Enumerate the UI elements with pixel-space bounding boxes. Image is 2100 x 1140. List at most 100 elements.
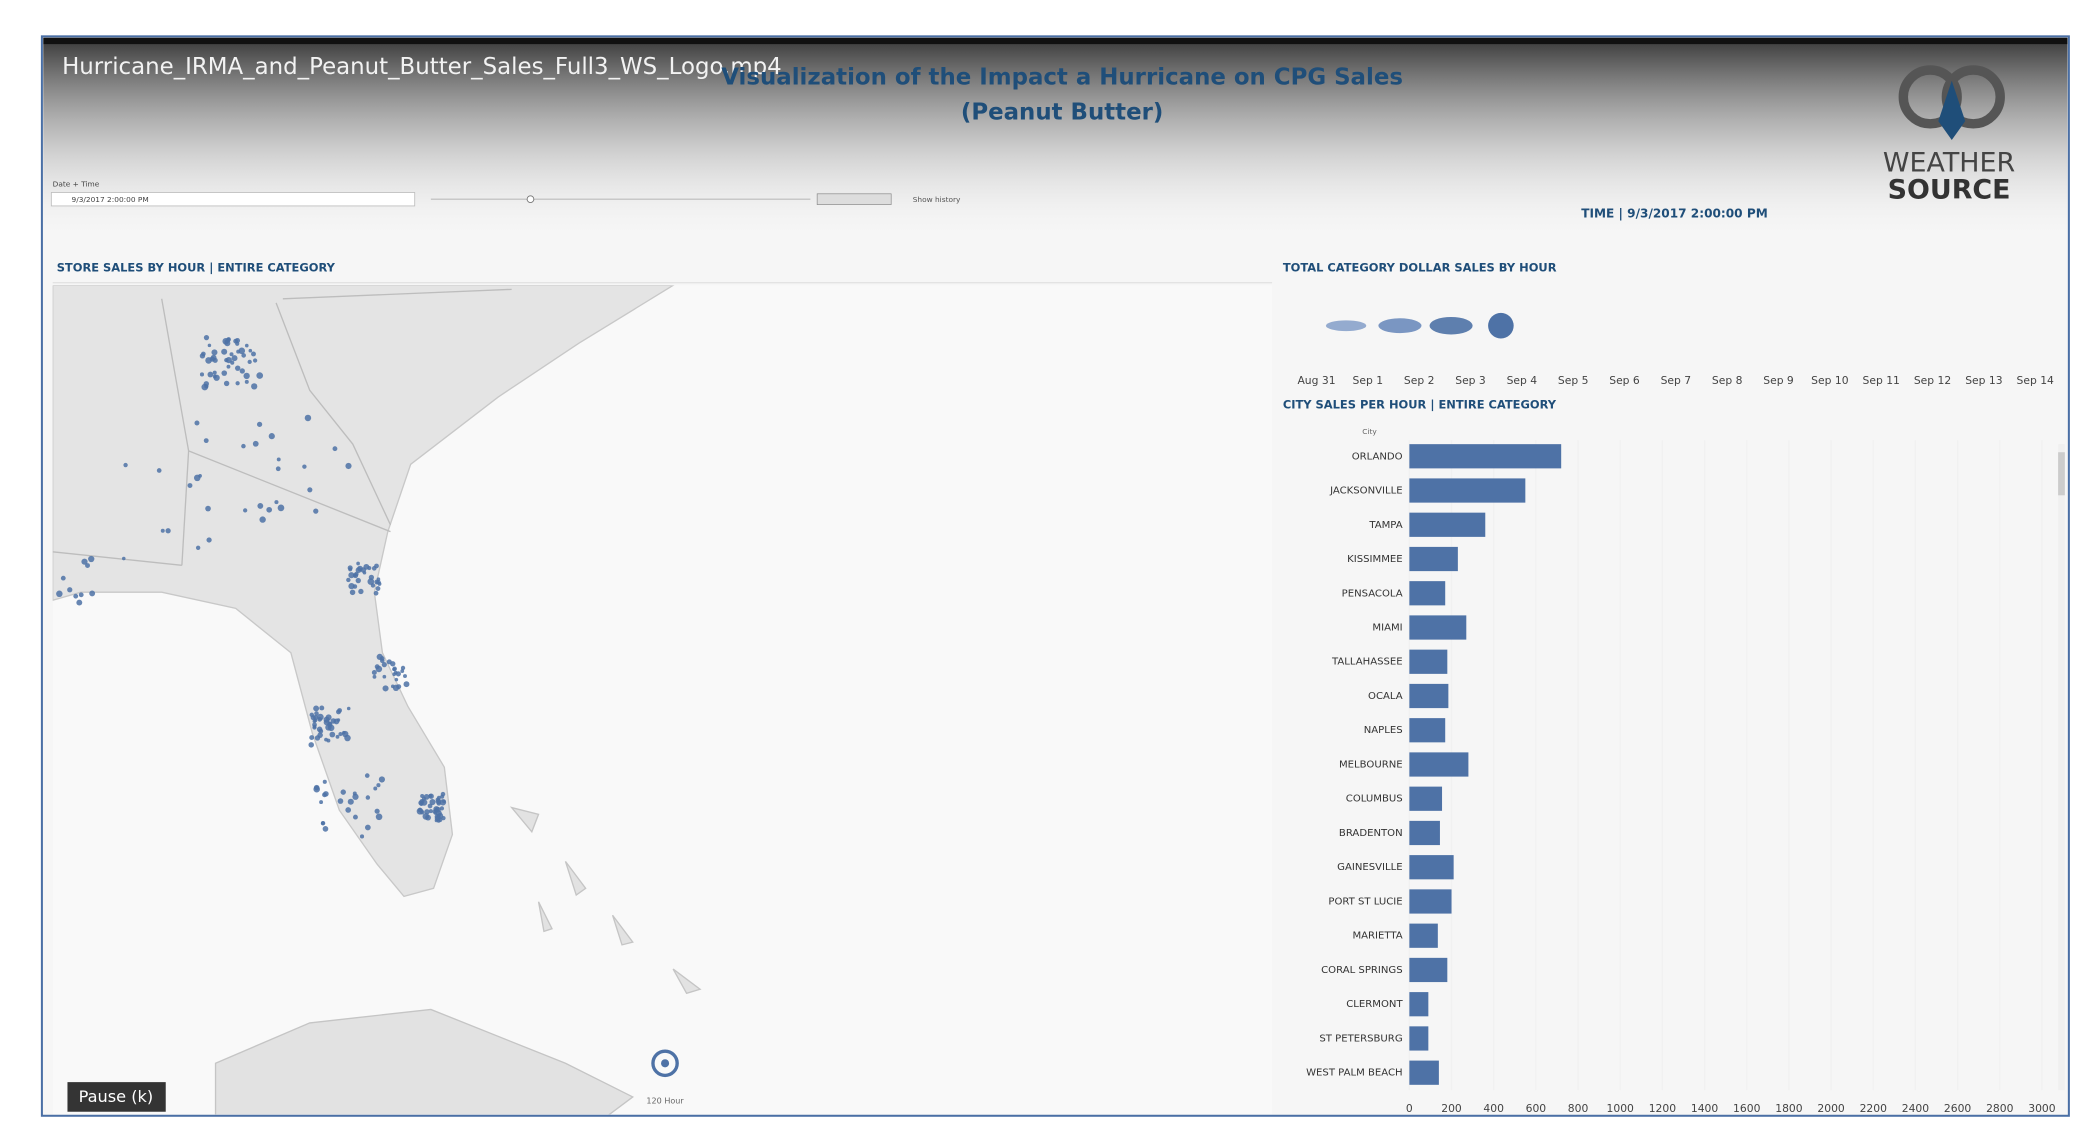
store-dot xyxy=(78,592,84,598)
store-dot xyxy=(440,794,445,799)
store-dot xyxy=(442,799,446,804)
store-dot xyxy=(313,714,319,721)
store-dot xyxy=(121,556,126,561)
bar xyxy=(1409,957,1448,983)
logo-text-top: WEATHER xyxy=(1883,148,2015,179)
store-dot xyxy=(364,824,371,831)
x-tick-label: 2600 xyxy=(1944,1102,1972,1115)
timeline-blobs xyxy=(1325,312,1514,339)
slider-knob[interactable] xyxy=(526,195,535,204)
category-label: JACKSONVILLE xyxy=(1329,486,1403,497)
store-dot xyxy=(194,420,200,426)
store-dot xyxy=(199,372,205,377)
store-dot xyxy=(373,590,379,596)
store-dot xyxy=(348,567,353,572)
x-tick-label: 3000 xyxy=(2028,1102,2056,1115)
map-title: STORE SALES BY HOUR | ENTIRE CATEGORY xyxy=(57,260,336,274)
store-dot xyxy=(356,561,360,566)
timeline-date: Sep 7 xyxy=(1661,374,1692,387)
store-dot xyxy=(325,714,332,721)
store-dot xyxy=(425,814,432,821)
category-label: TALLAHASSEE xyxy=(1331,657,1403,668)
store-dot xyxy=(319,800,324,805)
store-dot xyxy=(160,528,165,533)
store-dot xyxy=(229,352,234,357)
store-dot xyxy=(376,579,381,585)
store-dot xyxy=(420,793,425,799)
playback-buttons[interactable] xyxy=(816,193,892,205)
time-label: TIME | 9/3/2017 2:00:00 PM xyxy=(1581,207,1768,221)
store-dot xyxy=(359,834,365,839)
bar xyxy=(1409,512,1486,537)
store-dot xyxy=(199,353,206,359)
store-dot xyxy=(314,711,319,716)
x-tick-label: 1600 xyxy=(1733,1102,1761,1115)
store-dot xyxy=(400,669,405,673)
store-dot xyxy=(363,563,370,570)
store-dot xyxy=(156,468,162,473)
timeline-date: Sep 9 xyxy=(1763,374,1794,387)
storm-eye xyxy=(661,1059,670,1068)
store-dot xyxy=(60,575,66,581)
date-dropdown[interactable] xyxy=(50,192,416,207)
store-dot xyxy=(376,783,381,788)
store-dot xyxy=(439,806,445,811)
store-dot xyxy=(372,674,377,679)
store-dot xyxy=(205,505,211,512)
store-dot xyxy=(374,563,379,569)
bar xyxy=(1409,786,1443,811)
category-label: OCALA xyxy=(1368,691,1403,702)
bar xyxy=(1409,649,1448,674)
scroll-thumb[interactable] xyxy=(2058,452,2065,496)
dashboard-subtitle: (Peanut Butter) xyxy=(961,100,1163,126)
store-dot xyxy=(241,353,246,358)
store-dot xyxy=(274,500,279,505)
store-dot xyxy=(198,474,202,478)
store-dot xyxy=(275,466,281,472)
store-dot xyxy=(316,726,323,733)
store-dot xyxy=(352,791,357,796)
store-dot xyxy=(253,358,258,363)
store-dot xyxy=(323,791,329,797)
store-dot xyxy=(382,685,389,692)
timeline-date: Sep 1 xyxy=(1353,374,1384,387)
store-dot xyxy=(231,355,238,362)
store-dot xyxy=(165,528,171,534)
store-dot xyxy=(259,516,266,523)
store-dot xyxy=(317,713,324,721)
store-dot xyxy=(354,571,359,577)
x-tick-label: 1800 xyxy=(1775,1102,1803,1115)
bahamas xyxy=(509,806,702,995)
pause-button[interactable] xyxy=(67,1082,166,1112)
store-dot xyxy=(88,555,95,563)
store-dot xyxy=(239,368,245,374)
store-dot xyxy=(123,462,128,468)
store-dot xyxy=(367,578,375,585)
scrollbar[interactable] xyxy=(2058,444,2065,1091)
store-dot xyxy=(381,662,387,668)
timeline-date: Sep 13 xyxy=(1965,374,2002,387)
store-dot xyxy=(330,718,337,724)
timeline-date: Sep 2 xyxy=(1404,374,1435,387)
store-dot xyxy=(81,558,88,565)
x-tick-label: 1000 xyxy=(1607,1102,1635,1115)
store-dot xyxy=(435,798,442,805)
store-dot xyxy=(203,438,209,444)
category-label: MARIETTA xyxy=(1352,931,1402,942)
storm-icon xyxy=(651,1049,679,1078)
store-dot xyxy=(323,719,330,726)
history-toggle[interactable]: Show history xyxy=(913,195,961,204)
store-dot xyxy=(308,742,314,748)
store-dot xyxy=(266,506,273,513)
bar xyxy=(1409,752,1469,777)
store-dots xyxy=(56,334,447,839)
store-dot xyxy=(324,737,328,742)
store-dot xyxy=(207,371,214,378)
store-dot xyxy=(390,684,395,689)
store-dot xyxy=(392,666,397,672)
cuba xyxy=(214,1008,635,1115)
x-tick-label: 2000 xyxy=(1817,1102,1845,1115)
category-label: GAINESVILLE xyxy=(1337,862,1402,873)
store-dot xyxy=(382,674,387,679)
